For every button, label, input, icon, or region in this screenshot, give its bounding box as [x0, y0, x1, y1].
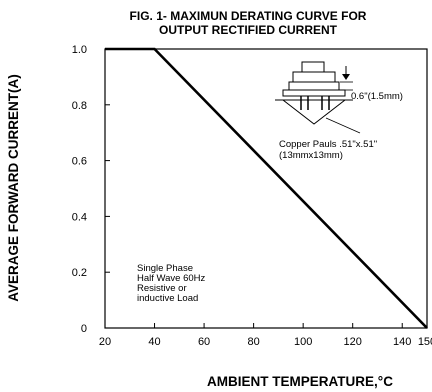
condition-line-4: inductive Load	[137, 293, 198, 304]
copper-annotation-line-1: Copper Pauls .51"x.51"	[279, 139, 377, 150]
chart-subtitle: OUTPUT RECTIFIED CURRENT	[159, 23, 338, 37]
ticks-layer: 20 40 60 80 100 120 140 150 0 0.2 0.4 0.6 0.8 1.0	[72, 44, 432, 348]
y-tick-label: 0.4	[72, 211, 87, 223]
x-tick-label: 120	[344, 336, 362, 348]
y-tick-label: 0.8	[72, 100, 87, 112]
condition-line-3: Resistive or	[137, 283, 187, 294]
x-tick-label: 80	[247, 336, 259, 348]
x-tick-label: 150	[418, 336, 432, 348]
condition-line-2: Half Wave 60Hz	[137, 273, 206, 284]
y-tick-label: 0.2	[72, 267, 87, 279]
dimension-annotation: 0.6"(1.5mm)	[351, 91, 403, 102]
mounting-diagram-icon	[275, 61, 361, 134]
series-layer	[104, 47, 428, 329]
x-axis-label: AMBIENT TEMPERATURE,°C	[207, 374, 393, 389]
condition-line-1: Single Phase	[137, 263, 193, 274]
copper-annotation-line-2: (13mmx13mm)	[279, 150, 343, 161]
x-tick-label: 100	[294, 336, 312, 348]
plot-frame	[104, 48, 428, 329]
y-axis-label: AVERAGE FORWARD CURRENT(A)	[6, 74, 21, 302]
x-tick-label: 140	[393, 336, 411, 348]
x-tick-label: 20	[99, 336, 111, 348]
y-tick-label: 0	[81, 323, 87, 335]
x-tick-label: 40	[148, 336, 160, 348]
y-tick-label: 0.6	[72, 156, 87, 168]
y-tick-label: 1.0	[72, 44, 87, 56]
x-tick-label: 60	[198, 336, 210, 348]
chart-title: FIG. 1- MAXIMUN DERATING CURVE FOR	[130, 9, 367, 23]
